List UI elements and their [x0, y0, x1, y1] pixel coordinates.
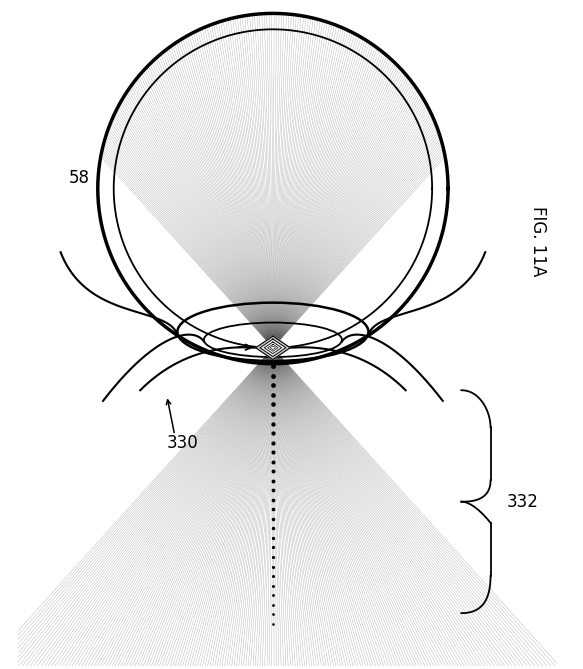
- Polygon shape: [271, 346, 276, 349]
- Polygon shape: [260, 339, 286, 357]
- Text: 330: 330: [167, 434, 199, 452]
- Polygon shape: [264, 342, 282, 354]
- Text: 58: 58: [69, 169, 90, 187]
- Text: 332: 332: [507, 492, 538, 510]
- Text: FIG. 11A: FIG. 11A: [529, 207, 547, 277]
- Polygon shape: [268, 345, 278, 351]
- Polygon shape: [256, 336, 290, 359]
